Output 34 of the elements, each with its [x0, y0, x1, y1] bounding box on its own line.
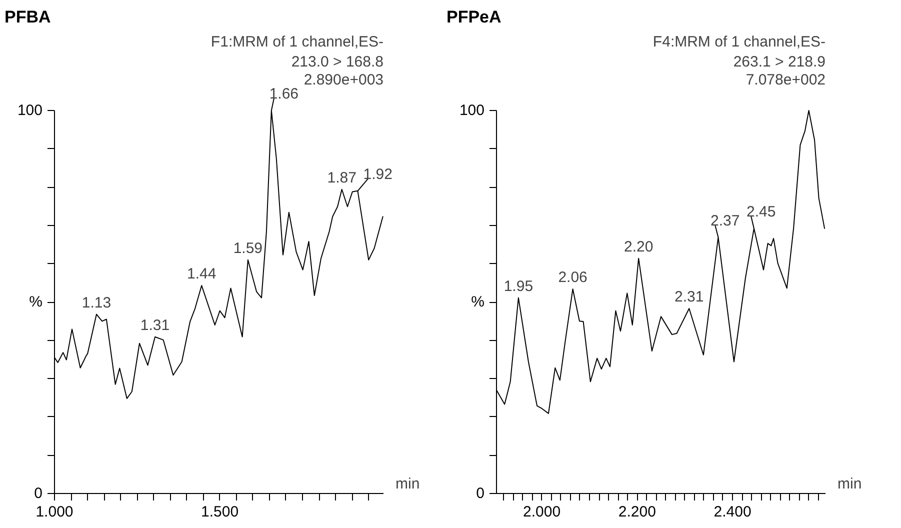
annotation: 1.59	[233, 240, 263, 257]
x-tick-label: 1.000	[36, 504, 74, 520]
x-tick-label: 2.200	[618, 504, 656, 520]
x-tick-label: 2.000	[523, 504, 561, 520]
annotation: 1.87	[327, 169, 356, 186]
annotation: 1.92	[363, 166, 392, 183]
annotation: 2.31	[674, 288, 704, 306]
y-tick-label: 0	[34, 485, 42, 502]
annotation: 2.06	[558, 268, 588, 286]
annotation: 1.31	[140, 316, 170, 334]
annotation: 2.45	[746, 203, 776, 220]
text: 7.078e+002	[746, 72, 826, 88]
y-tick-label: 100	[459, 102, 485, 119]
annotation: 2.37	[710, 212, 740, 230]
chart-title: PFPeA	[446, 8, 502, 26]
y-tick-label: %	[29, 294, 43, 310]
y-tick-label: 100	[17, 102, 43, 119]
text: F4:MRM of 1 channel,ES-	[652, 34, 826, 50]
x-axis-title: min	[838, 476, 862, 492]
text: 213.0 > 168.8	[291, 54, 384, 70]
x-tick-label: 1.500	[201, 504, 239, 520]
annotation: 1.44	[187, 266, 216, 283]
x-tick-label: 2.400	[714, 504, 752, 520]
text: F1:MRM of 1 channel,ES-	[210, 34, 384, 50]
annotation: 1.66	[269, 86, 299, 102]
y-tick-label: %	[471, 294, 485, 310]
text: 2.890e+003	[304, 72, 384, 88]
annotation: 1.13	[82, 294, 112, 312]
text: 263.1 > 218.9	[733, 54, 826, 70]
annotation: 1.95	[504, 278, 534, 295]
x-axis-title: min	[396, 476, 420, 492]
y-tick-label: 0	[476, 485, 484, 502]
chart-title: PFBA	[4, 8, 51, 26]
annotation: 2.20	[624, 238, 654, 256]
